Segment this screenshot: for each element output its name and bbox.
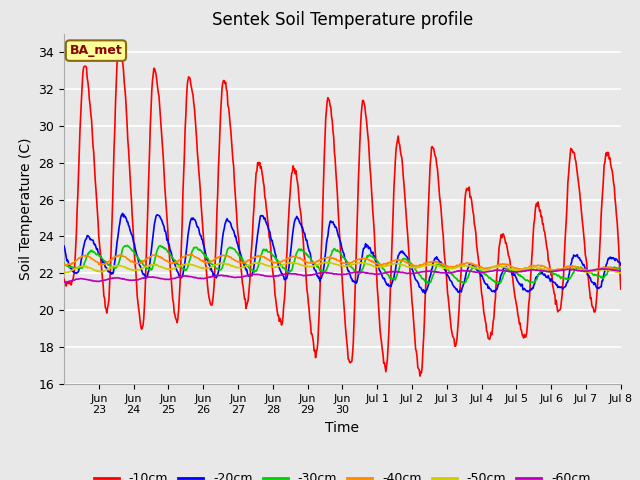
-30cm xyxy=(184,265,191,271)
-10cm xyxy=(416,373,424,379)
-20cm xyxy=(60,243,68,249)
-40cm xyxy=(136,260,144,265)
-10cm xyxy=(462,190,470,196)
-50cm xyxy=(69,267,77,273)
-10cm xyxy=(137,324,145,329)
-50cm xyxy=(461,263,468,268)
-40cm xyxy=(617,268,625,274)
Line: -40cm: -40cm xyxy=(64,254,621,272)
-10cm xyxy=(531,207,539,213)
-20cm xyxy=(617,262,625,268)
-40cm xyxy=(461,261,468,267)
-20cm xyxy=(119,211,127,216)
Title: Sentek Soil Temperature profile: Sentek Soil Temperature profile xyxy=(212,11,473,29)
-40cm xyxy=(69,261,77,266)
Legend: -10cm, -20cm, -30cm, -40cm, -50cm, -60cm: -10cm, -20cm, -30cm, -40cm, -50cm, -60cm xyxy=(89,467,596,480)
-50cm xyxy=(616,270,623,276)
-20cm xyxy=(531,277,539,283)
-60cm xyxy=(62,279,70,285)
-40cm xyxy=(186,252,194,257)
-30cm xyxy=(124,242,131,248)
-50cm xyxy=(617,270,625,276)
-40cm xyxy=(60,261,68,267)
X-axis label: Time: Time xyxy=(325,421,360,435)
-50cm xyxy=(182,262,190,267)
Line: -50cm: -50cm xyxy=(64,262,621,273)
-10cm xyxy=(60,276,68,282)
-30cm xyxy=(60,260,68,266)
Line: -10cm: -10cm xyxy=(64,44,621,376)
-60cm xyxy=(514,269,522,275)
-60cm xyxy=(598,266,606,272)
-50cm xyxy=(136,267,144,273)
-20cm xyxy=(462,273,470,279)
-40cm xyxy=(182,253,190,259)
-20cm xyxy=(515,280,522,286)
-30cm xyxy=(515,271,522,277)
-10cm xyxy=(115,41,123,47)
Line: -20cm: -20cm xyxy=(64,214,621,293)
-30cm xyxy=(617,267,625,273)
-30cm xyxy=(462,279,470,285)
-60cm xyxy=(184,274,191,279)
-10cm xyxy=(69,278,77,284)
-40cm xyxy=(531,263,538,269)
-60cm xyxy=(531,267,538,273)
-50cm xyxy=(323,259,331,265)
-60cm xyxy=(70,277,77,283)
-50cm xyxy=(514,267,522,273)
-30cm xyxy=(69,264,77,270)
-10cm xyxy=(515,315,522,321)
-40cm xyxy=(514,267,522,273)
-10cm xyxy=(184,82,191,88)
Text: BA_met: BA_met xyxy=(70,44,122,57)
-10cm xyxy=(617,286,625,292)
-50cm xyxy=(60,269,68,275)
-20cm xyxy=(421,290,429,296)
-60cm xyxy=(461,268,468,274)
-30cm xyxy=(424,280,431,286)
Line: -60cm: -60cm xyxy=(64,269,621,282)
-20cm xyxy=(137,265,145,271)
-60cm xyxy=(617,268,625,274)
-60cm xyxy=(60,279,68,285)
-20cm xyxy=(184,240,191,246)
-20cm xyxy=(69,269,77,275)
-50cm xyxy=(531,264,538,270)
Y-axis label: Soil Temperature (C): Soil Temperature (C) xyxy=(19,138,33,280)
-30cm xyxy=(531,279,539,285)
-40cm xyxy=(616,269,623,275)
Line: -30cm: -30cm xyxy=(64,245,621,283)
-60cm xyxy=(137,276,145,282)
-30cm xyxy=(137,258,145,264)
